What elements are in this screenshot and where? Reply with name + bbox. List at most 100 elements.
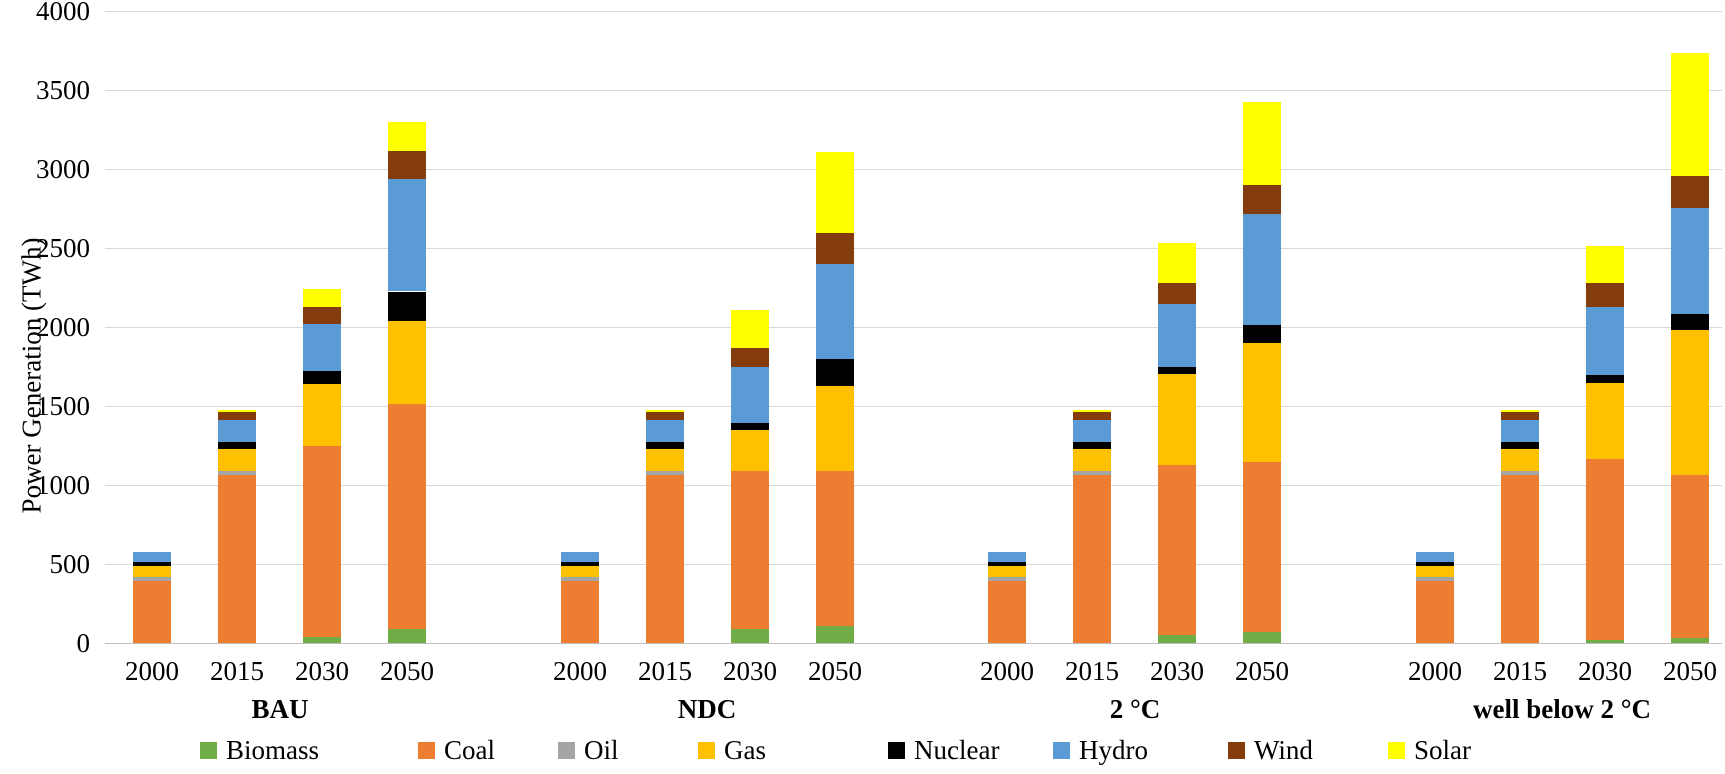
legend-label: Hydro bbox=[1079, 735, 1148, 765]
bar-segment-coal bbox=[303, 445, 341, 637]
bar-segment-nuclear bbox=[218, 442, 256, 449]
bar-segment-nuclear bbox=[988, 562, 1026, 567]
y-tick-label: 0 bbox=[76, 628, 91, 658]
legend-item-hydro: Hydro bbox=[1053, 735, 1148, 766]
bar-segment-wind bbox=[1586, 282, 1624, 307]
x-tick-label-year: 2030 bbox=[1578, 656, 1632, 686]
bar-segment-gas bbox=[816, 386, 854, 471]
bar-segment-hydro bbox=[1073, 420, 1111, 443]
bar-segment-nuclear bbox=[1586, 375, 1624, 384]
bar-segment-hydro bbox=[988, 552, 1026, 563]
bar-segment-nuclear bbox=[1671, 314, 1709, 331]
x-tick-label-year: 2050 bbox=[808, 656, 862, 686]
bar-segment-wind bbox=[731, 347, 769, 367]
legend-item-oil: Oil bbox=[558, 735, 619, 766]
bar-segment-oil bbox=[1073, 470, 1111, 475]
bar-segment-coal bbox=[646, 474, 684, 643]
scenario-label-WB2C: well below 2 °C bbox=[1472, 694, 1652, 724]
bar-segment-oil bbox=[561, 577, 599, 581]
bar-segment-gas bbox=[1586, 383, 1624, 459]
bar-segment-nuclear bbox=[388, 291, 426, 321]
bar-segment-solar bbox=[816, 152, 854, 233]
bar-segment-gas bbox=[1416, 566, 1454, 578]
bar-2C-2030 bbox=[1158, 243, 1196, 643]
bar-segment-biomass bbox=[816, 625, 854, 643]
scenario-label-BAU: BAU bbox=[251, 694, 309, 724]
x-tick-label-year: 2015 bbox=[638, 656, 692, 686]
bar-2C-2050 bbox=[1243, 101, 1281, 643]
bar-segment-coal bbox=[388, 404, 426, 629]
bar-2C-2000 bbox=[988, 552, 1026, 643]
bar-segment-hydro bbox=[303, 323, 341, 372]
x-tick-label-year: 2050 bbox=[1663, 656, 1717, 686]
legend-item-coal: Coal bbox=[418, 735, 495, 766]
bar-segment-biomass bbox=[303, 636, 341, 643]
y-tick-label: 1500 bbox=[36, 391, 90, 421]
bar-segment-hydro bbox=[561, 552, 599, 563]
bar-segment-gas bbox=[988, 566, 1026, 578]
bar-segment-oil bbox=[1501, 470, 1539, 475]
bar-segment-nuclear bbox=[1243, 324, 1281, 343]
bar-segment-gas bbox=[1073, 448, 1111, 471]
bar-segment-gas bbox=[1158, 373, 1196, 465]
y-tick-label: 500 bbox=[49, 549, 91, 579]
bar-BAU-2000 bbox=[133, 552, 171, 643]
x-tick-label-year: 2050 bbox=[1235, 656, 1289, 686]
bar-segment-oil bbox=[988, 577, 1026, 581]
bar-segment-gas bbox=[1243, 342, 1281, 463]
bar-segment-gas bbox=[731, 429, 769, 471]
bar-segment-hydro bbox=[218, 420, 256, 443]
bar-segment-hydro bbox=[1501, 420, 1539, 443]
legend-swatch-wind-icon bbox=[1228, 742, 1245, 759]
legend-swatch-gas-icon bbox=[698, 742, 715, 759]
bar-segment-oil bbox=[1416, 577, 1454, 581]
bar-segment-biomass bbox=[388, 628, 426, 643]
bar-segment-nuclear bbox=[1158, 366, 1196, 374]
bar-BAU-2015 bbox=[218, 409, 256, 643]
legend-label: Nuclear bbox=[914, 735, 1000, 765]
bar-segment-wind bbox=[1243, 184, 1281, 214]
legend-swatch-oil-icon bbox=[558, 742, 575, 759]
bar-segment-coal bbox=[1586, 458, 1624, 640]
bar-segment-solar bbox=[646, 409, 684, 413]
gridline-1500 bbox=[105, 406, 1722, 407]
bar-NDC-2030 bbox=[731, 310, 769, 643]
bar-NDC-2000 bbox=[561, 552, 599, 643]
legend-swatch-hydro-icon bbox=[1053, 742, 1070, 759]
bar-segment-nuclear bbox=[561, 562, 599, 567]
bar-segment-wind bbox=[388, 150, 426, 180]
y-tick-label: 3500 bbox=[36, 75, 90, 105]
bar-NDC-2015 bbox=[646, 409, 684, 643]
bar-segment-nuclear bbox=[646, 442, 684, 449]
bar-segment-solar bbox=[1671, 52, 1709, 177]
bar-BAU-2050 bbox=[388, 122, 426, 643]
bar-segment-wind bbox=[1501, 412, 1539, 421]
bar-segment-coal bbox=[1243, 462, 1281, 632]
bar-segment-wind bbox=[1671, 176, 1709, 208]
bar-WB2C-2015 bbox=[1501, 409, 1539, 643]
legend-item-wind: Wind bbox=[1228, 735, 1313, 766]
legend-swatch-coal-icon bbox=[418, 742, 435, 759]
gridline-3000 bbox=[105, 169, 1722, 170]
bar-segment-solar bbox=[1073, 409, 1111, 413]
x-tick-label-year: 2000 bbox=[980, 656, 1034, 686]
bar-segment-coal bbox=[1158, 464, 1196, 636]
bar-segment-solar bbox=[303, 289, 341, 307]
x-tick-label-year: 2000 bbox=[125, 656, 179, 686]
x-tick-label-year: 2030 bbox=[1150, 656, 1204, 686]
bar-segment-coal bbox=[133, 580, 171, 643]
bar-segment-wind bbox=[1158, 282, 1196, 305]
bar-segment-oil bbox=[133, 577, 171, 581]
bar-segment-coal bbox=[1416, 580, 1454, 643]
bar-segment-gas bbox=[133, 566, 171, 578]
bar-segment-biomass bbox=[1586, 639, 1624, 643]
bar-segment-solar bbox=[218, 409, 256, 413]
bar-segment-coal bbox=[561, 580, 599, 643]
y-axis-title: Power Generation (TWh) bbox=[16, 237, 47, 514]
bar-segment-gas bbox=[388, 320, 426, 405]
bar-segment-hydro bbox=[1416, 552, 1454, 563]
bar-segment-hydro bbox=[1158, 304, 1196, 367]
bar-2C-2015 bbox=[1073, 409, 1111, 643]
gridline-2500 bbox=[105, 248, 1722, 249]
